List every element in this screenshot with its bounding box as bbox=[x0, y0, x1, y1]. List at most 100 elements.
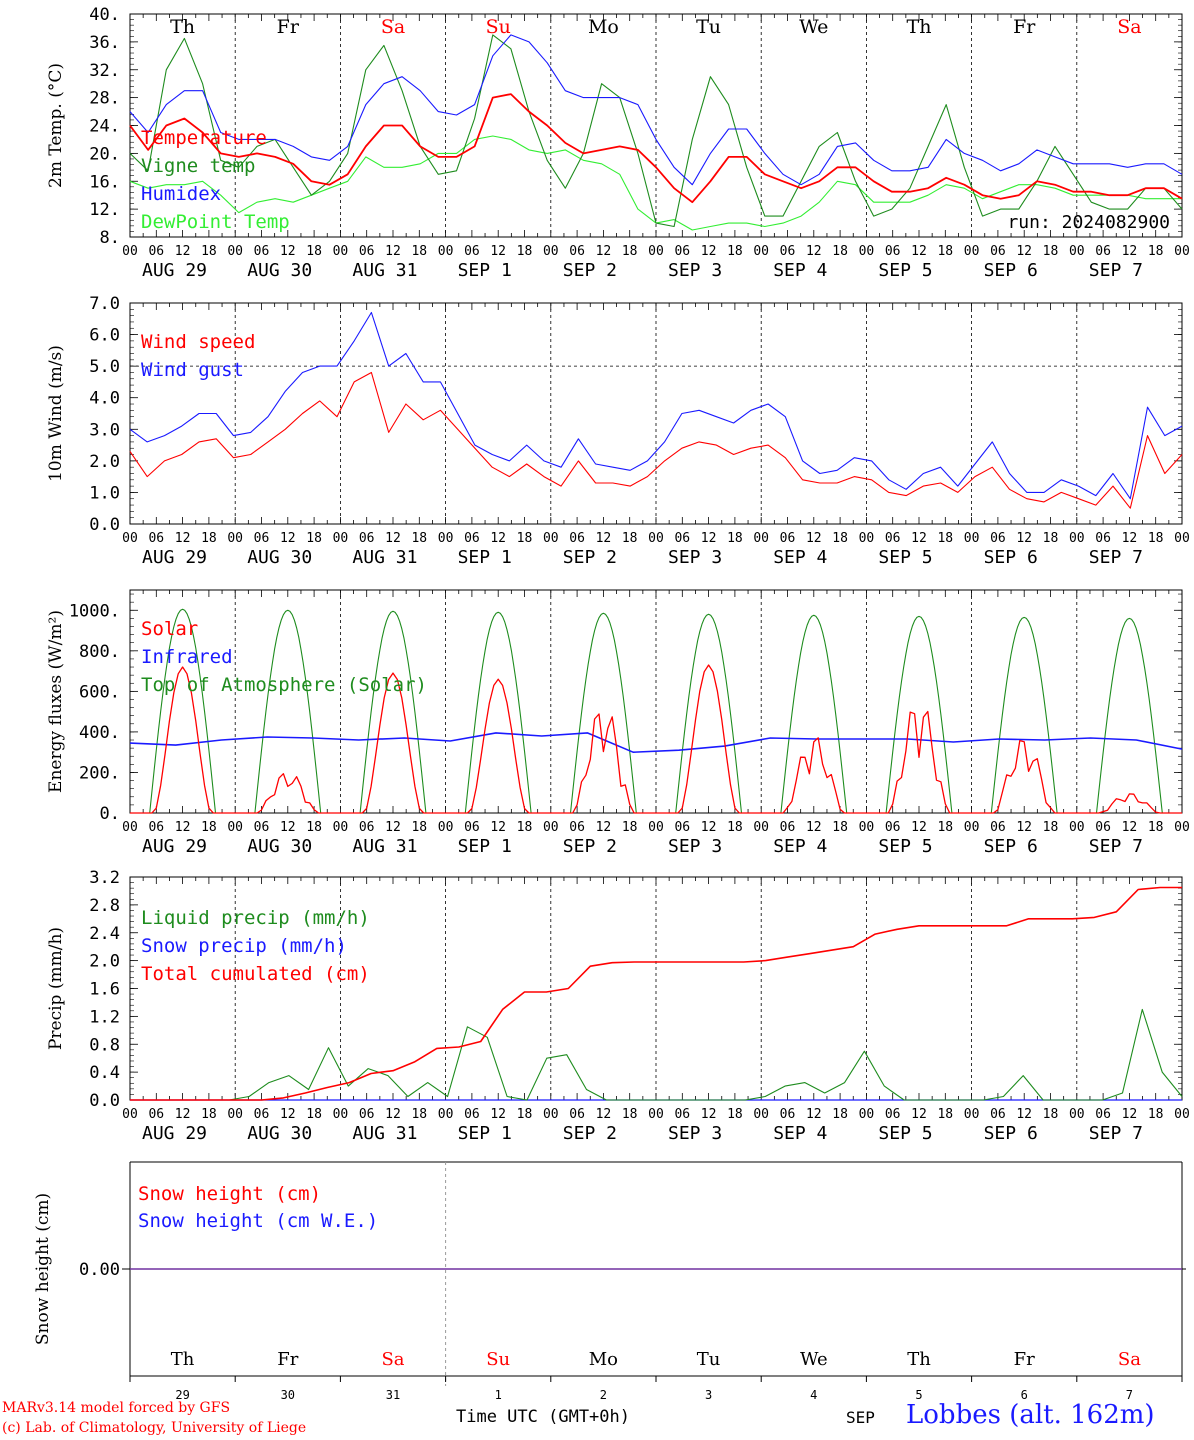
series-line bbox=[129, 34, 1183, 228]
y-tick-label: 0. bbox=[100, 804, 120, 824]
hour-tick-label: 00 bbox=[543, 244, 559, 259]
hour-tick-label: 12 bbox=[596, 1107, 612, 1122]
hour-tick-label: 12 bbox=[596, 244, 612, 259]
legend-entry: Wind speed bbox=[141, 331, 255, 353]
legend-entry: Snow precip (mm/h) bbox=[141, 935, 347, 957]
hour-tick-label: 00 bbox=[438, 820, 454, 835]
hour-tick-label: 12 bbox=[701, 531, 717, 546]
date-label: SEP 3 bbox=[668, 836, 722, 857]
y-tick-label: 1.0 bbox=[89, 483, 120, 503]
hour-tick-label: 06 bbox=[569, 820, 585, 835]
hour-tick-label: 00 bbox=[753, 244, 769, 259]
weekday-label: Sa bbox=[1118, 1349, 1141, 1370]
y-tick-label: 2.0 bbox=[89, 952, 120, 972]
weekday-label: Tu bbox=[696, 16, 721, 38]
hour-tick-label: 18 bbox=[201, 244, 217, 259]
y-tick-label: 3.0 bbox=[89, 420, 120, 440]
hour-tick-label: 18 bbox=[622, 820, 638, 835]
legend-entry: Vigne temp bbox=[141, 155, 255, 177]
hour-tick-label: 18 bbox=[201, 820, 217, 835]
y-axis-label: Precip (mm/h) bbox=[46, 927, 66, 1050]
hour-tick-label: 12 bbox=[385, 1107, 401, 1122]
hour-tick-label: 18 bbox=[517, 1107, 533, 1122]
hour-tick-label: 18 bbox=[832, 531, 848, 546]
legend-entry: Infrared bbox=[141, 646, 233, 668]
hour-tick-label: 06 bbox=[254, 820, 270, 835]
date-label: AUG 30 bbox=[247, 547, 312, 568]
hour-tick-label: 06 bbox=[464, 820, 480, 835]
hour-tick-label: 00 bbox=[333, 244, 349, 259]
hour-tick-label: 18 bbox=[727, 531, 743, 546]
hour-tick-label: 06 bbox=[569, 244, 585, 259]
hour-tick-label: 06 bbox=[359, 820, 375, 835]
hour-tick-label: 12 bbox=[806, 820, 822, 835]
hour-tick-label: 18 bbox=[411, 1107, 427, 1122]
hour-tick-label: 00 bbox=[859, 820, 875, 835]
day-number-label: 1 bbox=[495, 1388, 502, 1402]
date-label: SEP 2 bbox=[563, 547, 617, 568]
hour-tick-label: 12 bbox=[385, 244, 401, 259]
date-label: SEP 4 bbox=[773, 1123, 827, 1144]
y-tick-label: 3.2 bbox=[89, 868, 120, 888]
hour-tick-label: 06 bbox=[464, 1107, 480, 1122]
date-label: SEP 3 bbox=[668, 260, 722, 281]
y-tick-label: 0.8 bbox=[89, 1035, 120, 1055]
date-label: SEP 5 bbox=[878, 1123, 932, 1144]
y-tick-label: 36. bbox=[89, 33, 120, 53]
hour-tick-label: 12 bbox=[490, 1107, 506, 1122]
date-label: SEP 2 bbox=[563, 836, 617, 857]
y-tick-label: 28. bbox=[89, 89, 120, 109]
y-tick-label: 0.0 bbox=[89, 515, 120, 535]
panel-frame-1 bbox=[129, 13, 1183, 238]
date-label: SEP 3 bbox=[668, 1123, 722, 1144]
date-label: SEP 1 bbox=[458, 547, 512, 568]
hour-tick-label: 18 bbox=[832, 1107, 848, 1122]
hour-tick-label: 00 bbox=[543, 531, 559, 546]
y-axis-label: 2m Temp. (°C) bbox=[46, 63, 66, 188]
y-axis-label: 10m Wind (m/s) bbox=[46, 345, 66, 482]
infrared-line bbox=[129, 732, 1183, 754]
hour-tick-label: 12 bbox=[701, 820, 717, 835]
day-number-label: 31 bbox=[386, 1388, 400, 1402]
day-number-label: 4 bbox=[810, 1388, 817, 1402]
hour-tick-label: 12 bbox=[175, 1107, 191, 1122]
date-label: SEP 6 bbox=[984, 836, 1038, 857]
legend-entry: Humidex bbox=[141, 183, 221, 205]
hour-tick-label: 12 bbox=[1016, 1107, 1032, 1122]
hour-tick-label: 06 bbox=[885, 531, 901, 546]
weekday-label: Fr bbox=[277, 16, 300, 38]
hour-tick-label: 12 bbox=[175, 244, 191, 259]
y-tick-label: 2.4 bbox=[89, 924, 120, 944]
date-label: SEP 4 bbox=[773, 260, 827, 281]
hour-tick-label: 06 bbox=[674, 820, 690, 835]
y-tick-label: 800. bbox=[79, 642, 120, 662]
hour-tick-label: 06 bbox=[254, 244, 270, 259]
hour-tick-label: 00 bbox=[122, 531, 138, 546]
weekday-label: Su bbox=[486, 16, 511, 38]
y-tick-label: 0.00 bbox=[79, 1260, 120, 1280]
hour-tick-label: 06 bbox=[359, 1107, 375, 1122]
hour-tick-label: 00 bbox=[227, 531, 243, 546]
hour-tick-label: 00 bbox=[859, 244, 875, 259]
hour-tick-label: 06 bbox=[885, 1107, 901, 1122]
hour-tick-label: 12 bbox=[911, 1107, 927, 1122]
hour-tick-label: 18 bbox=[832, 244, 848, 259]
date-label: AUG 29 bbox=[142, 1123, 207, 1144]
hour-tick-label: 18 bbox=[937, 820, 953, 835]
legend-entry: Total cumulated (cm) bbox=[141, 963, 370, 985]
date-label: SEP 5 bbox=[878, 547, 932, 568]
hour-tick-label: 18 bbox=[622, 531, 638, 546]
hour-tick-label: 06 bbox=[780, 1107, 796, 1122]
weekday-label: Fr bbox=[1013, 16, 1036, 38]
hour-tick-label: 12 bbox=[280, 531, 296, 546]
hour-tick-label: 12 bbox=[175, 531, 191, 546]
weekday-label: Mo bbox=[588, 16, 619, 38]
hour-tick-label: 00 bbox=[438, 244, 454, 259]
hour-tick-label: 00 bbox=[859, 531, 875, 546]
date-label: SEP 6 bbox=[984, 260, 1038, 281]
legend-entry: Temperature bbox=[141, 127, 267, 149]
hour-tick-label: 12 bbox=[911, 531, 927, 546]
hour-tick-label: 00 bbox=[438, 531, 454, 546]
hour-tick-label: 18 bbox=[517, 820, 533, 835]
